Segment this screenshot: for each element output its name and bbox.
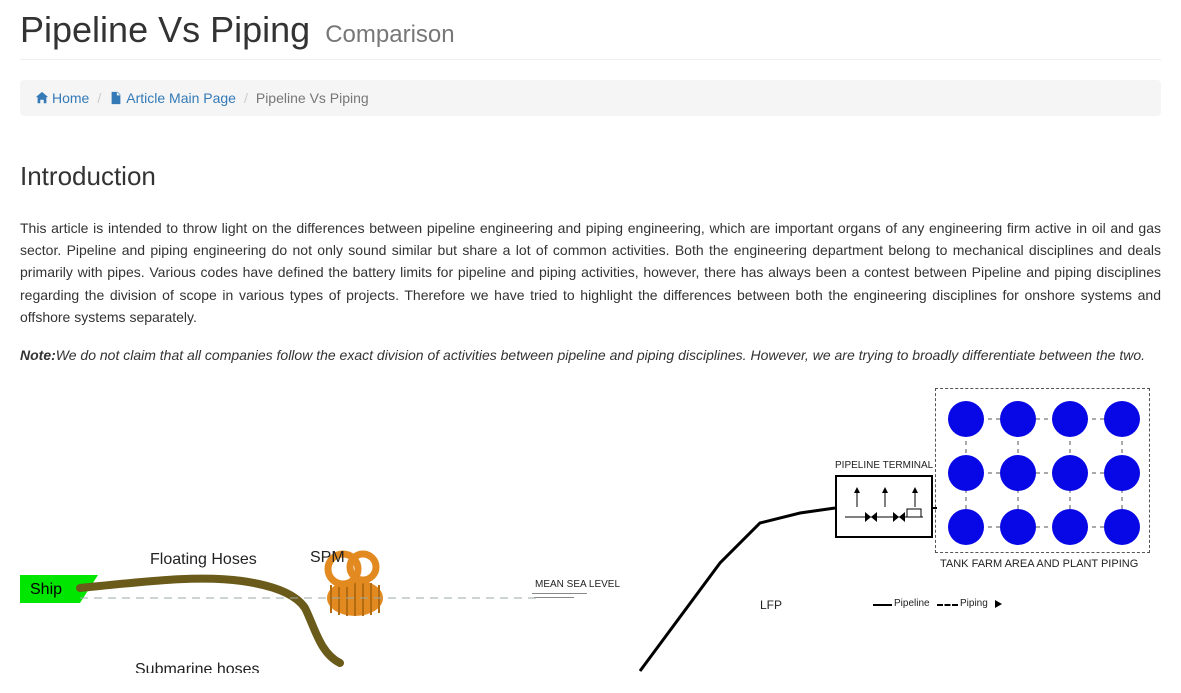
breadcrumb: Home Article Main Page Pipeline Vs Pipin…: [20, 80, 1161, 116]
terminal-schematic-icon: [837, 477, 931, 536]
sea-level-line: [532, 593, 587, 594]
tank: [1052, 455, 1088, 491]
legend-pipeline-line: [873, 604, 892, 606]
page-header: Pipeline Vs Piping Comparison: [20, 10, 1161, 60]
breadcrumb-item-current: Pipeline Vs Piping: [236, 90, 369, 106]
title-subtitle: Comparison: [325, 21, 454, 48]
legend-arrow-icon: [995, 600, 1002, 608]
legend-piping-label: Piping: [960, 598, 988, 609]
floating-hoses-label: Floating Hoses: [150, 551, 257, 569]
breadcrumb-home-label: Home: [52, 90, 89, 106]
title-main: Pipeline Vs Piping: [20, 9, 310, 50]
tank: [948, 401, 984, 437]
pipeline-terminal-box: [835, 475, 933, 538]
tank: [948, 455, 984, 491]
ship-bow-icon: [20, 573, 100, 613]
home-link[interactable]: Home: [35, 90, 89, 106]
intro-note: Note:We do not claim that all companies …: [20, 347, 1161, 363]
tank: [1000, 509, 1036, 545]
tank: [1104, 401, 1140, 437]
pipeline-diagram: TANK FARM AREA AND PLANT PIPING PIPELINE…: [20, 383, 1155, 673]
tank: [1104, 455, 1140, 491]
pipeline-terminal-label: PIPELINE TERMINAL: [835, 460, 933, 471]
intro-heading: Introduction: [20, 161, 1161, 192]
tank: [1104, 509, 1140, 545]
tank: [948, 509, 984, 545]
tank-farm-label: TANK FARM AREA AND PLANT PIPING: [940, 558, 1138, 570]
breadcrumb-item-home: Home: [35, 90, 89, 106]
page-title: Pipeline Vs Piping Comparison: [20, 10, 1161, 50]
tank: [1000, 455, 1036, 491]
water-surface-icon: [80, 595, 540, 605]
breadcrumb-article-label: Article Main Page: [126, 90, 236, 106]
note-body: We do not claim that all companies follo…: [56, 347, 1145, 363]
home-icon: [35, 91, 49, 105]
tank: [1000, 401, 1036, 437]
tank: [1052, 401, 1088, 437]
submarine-hoses-label: Submarine hoses: [135, 661, 260, 673]
note-lead: Note:: [20, 347, 56, 363]
article-main-link[interactable]: Article Main Page: [109, 90, 236, 106]
file-icon: [109, 91, 123, 105]
breadcrumb-current-label: Pipeline Vs Piping: [256, 90, 369, 106]
breadcrumb-item-article: Article Main Page: [89, 90, 236, 106]
legend-piping-line: [937, 604, 958, 606]
spm-label: SPM: [310, 549, 345, 567]
legend-pipeline-label: Pipeline: [894, 598, 930, 609]
intro-paragraph: This article is intended to throw light …: [20, 217, 1161, 329]
lfp-label: LFP: [760, 598, 782, 612]
tank: [1052, 509, 1088, 545]
mean-sea-level-label: MEAN SEA LEVEL: [535, 579, 620, 590]
